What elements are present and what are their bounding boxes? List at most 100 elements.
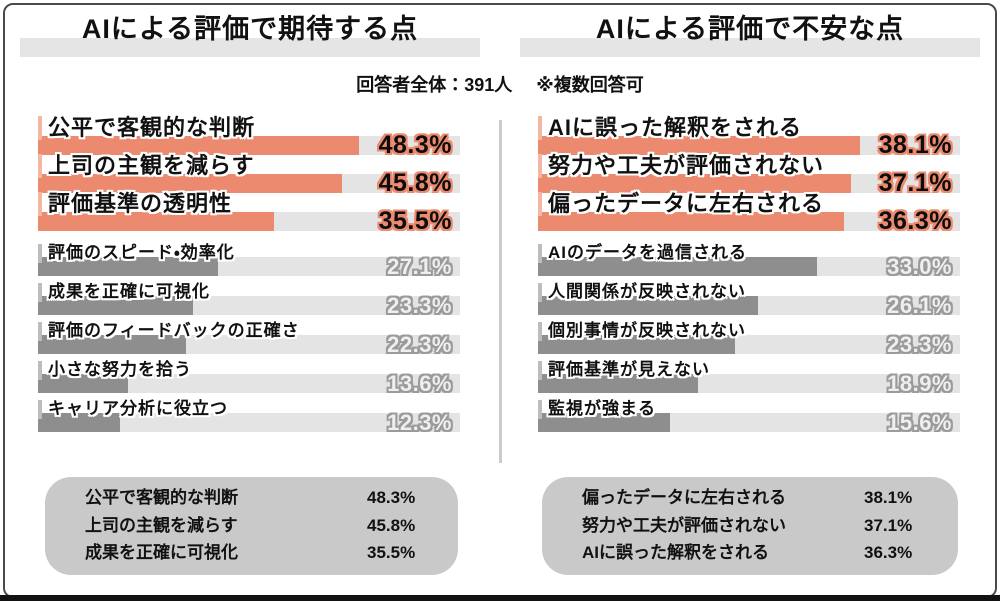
bar-row: 人間関係が反映されない 26.1% bbox=[538, 276, 960, 318]
bar-value-label: 13.6% bbox=[387, 370, 452, 396]
summary-box-concerns: 偏ったデータに左右される 38.1% 努力や工夫が評価されない 37.1% AI… bbox=[542, 477, 958, 575]
bar-category-label: 小さな努力を拾う bbox=[38, 360, 192, 380]
center-divider bbox=[499, 120, 502, 463]
bar-category-label: 評価のスピード・効率化 bbox=[38, 243, 235, 263]
bar-value-label: 12.3% bbox=[387, 409, 452, 435]
bar-row: 偏ったデータに左右される 36.3% bbox=[538, 191, 960, 235]
bar-row: 評価基準が見えない 18.9% bbox=[538, 354, 960, 396]
left-chart-title-block: AIによる評価で期待する点 bbox=[20, 12, 480, 60]
bar-value-label: 36.3% bbox=[878, 207, 952, 235]
summary-percent: 38.1% bbox=[864, 487, 913, 507]
summary-label: 偏ったデータに左右される bbox=[582, 487, 786, 507]
right-chart-title: AIによる評価で不安な点 bbox=[595, 14, 905, 44]
bar-category-label: 個別事情が反映されない bbox=[538, 321, 746, 341]
bar-row: 小さな努力を拾う 13.6% bbox=[38, 354, 460, 396]
summary-box-expectations: 公平で客観的な判断 48.3% 上司の主観を減らす 45.8% 成果を正確に可視… bbox=[45, 477, 458, 575]
bar-track bbox=[38, 374, 460, 393]
bar-category-label: キャリア分析に役立つ bbox=[38, 399, 228, 419]
concerns-chart: AIに誤った解釈をされる 38.1% 努力や工夫が評価されない 37.1% 偏っ… bbox=[538, 115, 960, 435]
summary-row: 上司の主観を減らす 45.8% bbox=[85, 515, 418, 538]
bar-track bbox=[38, 413, 460, 432]
bar-category-label: 評価のフィードバックの正確さ bbox=[38, 321, 300, 341]
bar-row: 公平で客観的な判断 48.3% bbox=[38, 115, 460, 159]
bar-value-label: 35.5% bbox=[378, 207, 452, 235]
summary-label: 公平で客観的な判断 bbox=[85, 487, 238, 507]
multi-answer-note: ※複数回答可 bbox=[536, 75, 644, 95]
bar-category-label: 成果を正確に可視化 bbox=[38, 282, 210, 302]
right-chart-title-block: AIによる評価で不安な点 bbox=[520, 12, 980, 60]
bar-category-label: 監視が強まる bbox=[538, 399, 656, 419]
bar bbox=[538, 413, 670, 432]
bar bbox=[38, 257, 219, 276]
bar-row: 努力や工夫が評価されない 37.1% bbox=[538, 153, 960, 197]
summary-label: 上司の主観を減らす bbox=[85, 515, 238, 535]
expectations-chart: 公平で客観的な判断 48.3% 上司の主観を減らす 45.8% 評価基準の透明性… bbox=[38, 115, 460, 435]
bar-value-label: 23.3% bbox=[887, 331, 952, 357]
bar-category-label: AIのデータを過信される bbox=[538, 243, 747, 263]
bar-category-label: 人間関係が反映されない bbox=[538, 282, 746, 302]
bar bbox=[38, 212, 274, 231]
bar-value-label: 22.3% bbox=[387, 331, 452, 357]
bar-value-label: 33.0% bbox=[887, 253, 952, 279]
bar-category-label: 努力や工夫が評価されない bbox=[538, 153, 824, 179]
bar-value-label: 15.6% bbox=[887, 409, 952, 435]
bar-row: 評価のスピード・効率化 27.1% bbox=[38, 237, 460, 279]
bar bbox=[538, 257, 817, 276]
summary-row: 偏ったデータに左右される 38.1% bbox=[582, 487, 918, 510]
bar-row: 成果を正確に可視化 23.3% bbox=[38, 276, 460, 318]
respondents-note: 回答者全体：391人 bbox=[356, 75, 513, 95]
summary-percent: 48.3% bbox=[367, 487, 416, 507]
summary-label: 努力や工夫が評価されない bbox=[582, 515, 786, 535]
bar bbox=[38, 174, 343, 193]
left-chart-title: AIによる評価で期待する点 bbox=[81, 14, 419, 44]
title-highlight-band bbox=[520, 38, 980, 57]
bar bbox=[38, 296, 193, 315]
title-highlight-band bbox=[20, 38, 480, 57]
bar-category-label: 偏ったデータに左右される bbox=[538, 191, 824, 217]
bar-row: AIのデータを過信される 33.0% bbox=[538, 237, 960, 279]
summary-row: 努力や工夫が評価されない 37.1% bbox=[582, 515, 918, 538]
summary-label: AIに誤った解釈をされる bbox=[582, 543, 769, 563]
bar-row: キャリア分析に役立つ 12.3% bbox=[38, 393, 460, 435]
bar bbox=[538, 296, 759, 315]
bar bbox=[538, 174, 852, 193]
bar bbox=[38, 413, 120, 432]
bar-value-label: 37.1% bbox=[878, 169, 952, 197]
bar-value-label: 18.9% bbox=[887, 370, 952, 396]
bar-row: 個別事情が反映されない 23.3% bbox=[538, 315, 960, 357]
summary-percent: 36.3% bbox=[864, 543, 913, 563]
summary-row: 成果を正確に可視化 35.5% bbox=[85, 542, 418, 565]
bar-value-label: 27.1% bbox=[387, 253, 452, 279]
bar-category-label: 上司の主観を減らす bbox=[38, 153, 255, 179]
bar bbox=[38, 335, 187, 354]
survey-note: 回答者全体：391人 ※複数回答可 bbox=[0, 71, 1000, 97]
summary-row: AIに誤った解釈をされる 36.3% bbox=[582, 542, 918, 565]
bar-category-label: AIに誤った解釈をされる bbox=[538, 115, 802, 141]
bar-value-label: 48.3% bbox=[378, 131, 452, 159]
bar-row: AIに誤った解釈をされる 38.1% bbox=[538, 115, 960, 159]
bar-value-label: 45.8% bbox=[378, 169, 452, 197]
bar-row: 評価のフィードバックの正確さ 22.3% bbox=[38, 315, 460, 357]
bar bbox=[538, 374, 698, 393]
bar-value-label: 26.1% bbox=[887, 292, 952, 318]
bar bbox=[538, 136, 860, 155]
bar-row: 監視が強まる 15.6% bbox=[538, 393, 960, 435]
bar-value-label: 38.1% bbox=[878, 131, 952, 159]
summary-percent: 37.1% bbox=[864, 515, 913, 535]
bar bbox=[538, 335, 735, 354]
bar-row: 評価基準の透明性 35.5% bbox=[38, 191, 460, 235]
bar-row: 上司の主観を減らす 45.8% bbox=[38, 153, 460, 197]
bar-category-label: 評価基準が見えない bbox=[538, 360, 710, 380]
summary-percent: 45.8% bbox=[367, 515, 416, 535]
bar bbox=[38, 374, 129, 393]
summary-row: 公平で客観的な判断 48.3% bbox=[85, 487, 418, 510]
bar bbox=[38, 136, 360, 155]
bar-category-label: 評価基準の透明性 bbox=[38, 191, 232, 217]
bar-category-label: 公平で客観的な判断 bbox=[38, 115, 255, 141]
summary-percent: 35.5% bbox=[367, 543, 416, 563]
bottom-accent-bar bbox=[0, 595, 1000, 601]
bar-value-label: 23.3% bbox=[387, 292, 452, 318]
summary-label: 成果を正確に可視化 bbox=[85, 543, 238, 563]
bar bbox=[538, 212, 845, 231]
